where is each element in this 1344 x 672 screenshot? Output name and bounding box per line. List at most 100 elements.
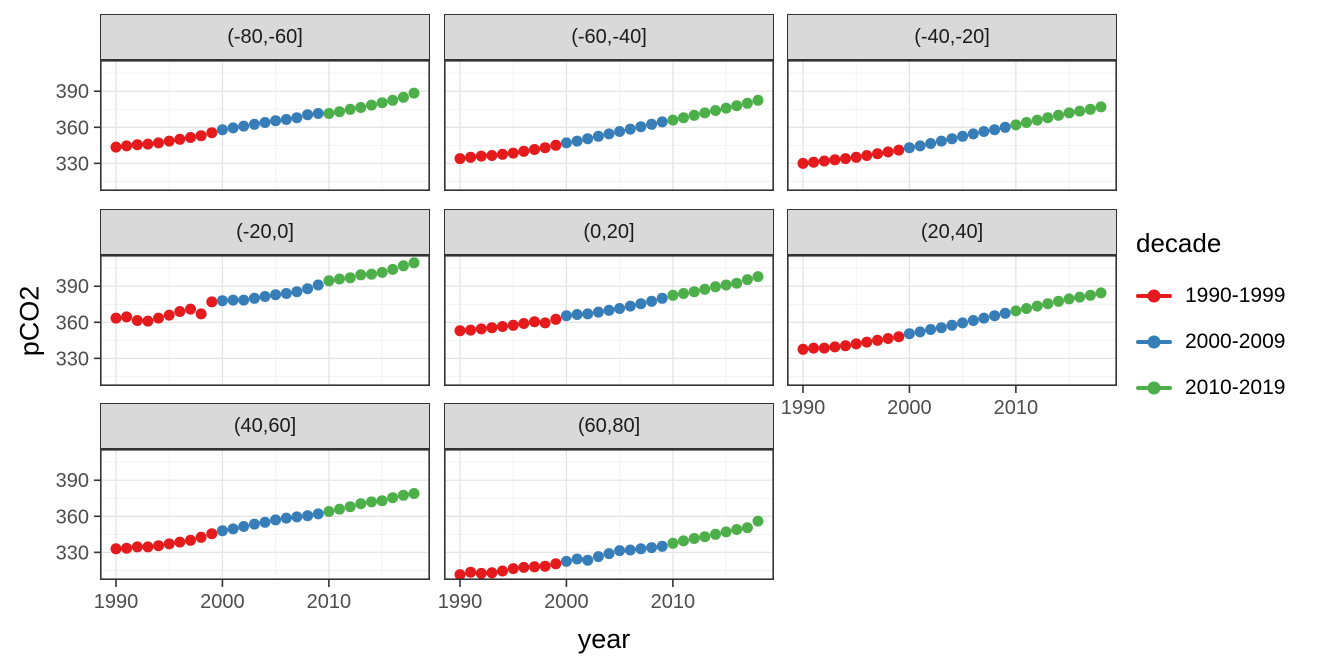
point [248, 518, 260, 530]
y-tick-label: 360 [56, 506, 89, 528]
point [903, 142, 915, 154]
point [174, 133, 186, 145]
point [497, 565, 508, 577]
point [1074, 291, 1086, 303]
x-axis: 1990 2000 2010 [94, 580, 351, 613]
point [624, 544, 636, 556]
x-axis: 1990 2000 2010 [781, 386, 1038, 419]
point [667, 537, 679, 549]
point [914, 326, 926, 338]
x-tick-label: 2000 [887, 397, 932, 419]
point [518, 561, 530, 573]
x-tick-label: 2000 [200, 591, 245, 613]
point [227, 523, 239, 535]
point [142, 138, 154, 150]
y-tick-label: 390 [56, 81, 89, 103]
point [529, 144, 540, 155]
facet-panel: 330 360 390 [56, 60, 430, 191]
point [408, 257, 420, 269]
point [529, 316, 540, 328]
facet-panel [787, 60, 1117, 191]
point [1010, 119, 1022, 131]
point [720, 279, 732, 291]
point [216, 525, 228, 537]
point [560, 137, 572, 149]
point [882, 333, 894, 344]
point [216, 124, 228, 136]
point [475, 150, 487, 162]
facet-strip: (-60,-40] [444, 14, 774, 60]
point [688, 533, 700, 544]
point [486, 150, 498, 161]
x-tick-label: 2000 [544, 591, 589, 613]
facet-strip: (60,80] [444, 403, 774, 449]
facet-strip-label: (-80,-60] [227, 25, 303, 48]
point [808, 342, 820, 354]
point [1021, 303, 1032, 314]
facet-strip-label: (40,60] [233, 414, 297, 437]
facet-strip-label: (60,80] [577, 414, 641, 437]
point [323, 275, 335, 287]
point [1042, 298, 1054, 310]
point [518, 145, 530, 157]
point [408, 87, 420, 99]
point [872, 148, 883, 160]
point [925, 138, 937, 149]
facet-strip-label: (20,40] [920, 220, 984, 243]
point [121, 311, 133, 323]
point [741, 274, 753, 286]
point [270, 289, 282, 301]
point [550, 139, 562, 151]
point [710, 105, 721, 116]
point [142, 541, 154, 553]
point [397, 489, 409, 501]
y-tick-label: 390 [56, 276, 89, 298]
point [1031, 300, 1043, 312]
point [946, 319, 958, 331]
facet-(-20,0]: (-20,0] 330 360 390 [56, 209, 430, 386]
point [656, 292, 668, 304]
legend-entry-label: 2000-2009 [1185, 330, 1286, 353]
facet-strip: (-40,-20] [787, 14, 1117, 60]
point [163, 309, 175, 321]
point [291, 286, 303, 298]
point [989, 310, 1001, 322]
point [656, 116, 668, 128]
point [248, 118, 260, 130]
panel-border [787, 60, 1117, 191]
point [967, 315, 979, 326]
point [163, 538, 175, 550]
legend-entry-label: 2010-2019 [1185, 376, 1286, 399]
point [280, 512, 292, 524]
point [206, 296, 218, 308]
point [667, 289, 679, 301]
point [797, 343, 809, 355]
point [720, 526, 732, 538]
point [507, 147, 519, 159]
point [667, 114, 679, 126]
legend-title: decade [1136, 228, 1222, 258]
point [808, 156, 820, 168]
point [571, 135, 583, 147]
point [259, 516, 271, 528]
panel-border [444, 60, 774, 191]
point [635, 543, 647, 555]
point [153, 540, 164, 552]
point [174, 536, 186, 548]
point [592, 551, 604, 563]
point [710, 528, 721, 540]
point [850, 151, 862, 163]
point [110, 141, 122, 153]
point [1053, 295, 1064, 307]
point [582, 554, 594, 566]
point [560, 310, 572, 322]
point [731, 524, 743, 535]
x-axis: 1990 2000 2010 [438, 580, 695, 613]
x-tick-label: 2010 [994, 397, 1039, 419]
point [592, 130, 604, 142]
point [259, 117, 271, 128]
point [560, 555, 572, 567]
point [195, 130, 207, 142]
y-tick-label: 330 [56, 153, 89, 175]
data-points [110, 87, 420, 153]
